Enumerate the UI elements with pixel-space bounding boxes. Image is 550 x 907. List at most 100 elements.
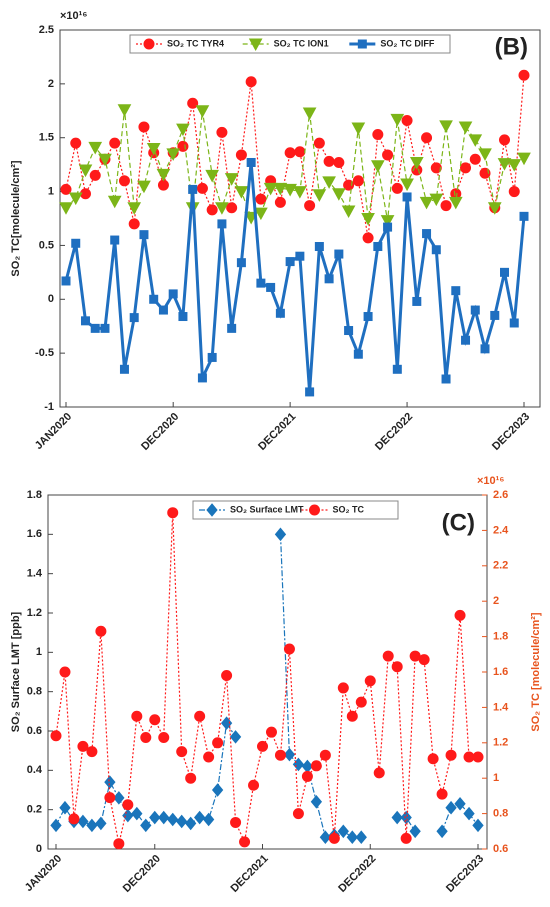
data-point — [167, 507, 179, 519]
data-point — [490, 310, 500, 320]
data-point — [59, 202, 73, 215]
data-point — [274, 527, 287, 542]
data-point — [310, 795, 323, 809]
data-point — [427, 753, 439, 765]
data-point — [98, 153, 112, 167]
legend-box — [129, 34, 451, 54]
data-point — [400, 810, 412, 825]
data-point — [131, 806, 143, 821]
data-point — [138, 121, 150, 133]
y-tick-label: 1.4 — [27, 568, 43, 580]
data-point — [195, 105, 210, 118]
data-point — [285, 257, 295, 267]
data-point — [284, 147, 296, 159]
data-point — [454, 796, 466, 811]
data-point — [113, 838, 125, 850]
data-point — [129, 313, 139, 323]
x-tick-label: DEC2023 — [490, 411, 532, 453]
y2-tick-label: 2 — [493, 595, 499, 607]
data-point — [235, 149, 247, 161]
data-point — [128, 218, 140, 230]
data-point — [283, 747, 296, 762]
data-point — [517, 152, 531, 166]
data-point — [68, 813, 80, 825]
y-tick-label: 0 — [48, 293, 54, 305]
data-point — [246, 157, 256, 167]
data-point — [412, 296, 422, 306]
data-point — [230, 816, 242, 828]
data-point — [391, 182, 403, 194]
data-point — [212, 737, 224, 749]
data-point — [440, 200, 452, 212]
data-point — [383, 222, 393, 232]
data-point — [168, 289, 178, 299]
data-point — [156, 168, 171, 182]
data-point — [274, 749, 286, 761]
data-point — [409, 156, 424, 170]
data-point — [131, 710, 143, 722]
data-point — [119, 364, 129, 374]
y-axis-label: SO₂ Surface LMT [ppb] — [10, 611, 22, 732]
data-point — [305, 387, 315, 397]
data-point — [409, 824, 421, 839]
y2-multiplier: ×10¹⁶ — [477, 475, 504, 487]
data-point — [227, 323, 237, 333]
data-point — [117, 104, 132, 117]
data-point — [400, 832, 412, 844]
data-point — [122, 808, 134, 823]
data-point — [334, 249, 344, 259]
data-point — [266, 282, 276, 292]
data-point — [157, 179, 169, 191]
data-point — [353, 349, 363, 359]
data-point — [439, 120, 453, 133]
data-point — [256, 278, 266, 288]
data-point — [203, 751, 215, 763]
legend-label: SO₂ Surface LMT — [230, 504, 304, 514]
data-point — [352, 175, 364, 187]
data-point — [245, 76, 257, 88]
data-point — [88, 141, 103, 155]
data-point — [205, 169, 220, 183]
data-point — [118, 175, 130, 187]
data-point — [361, 213, 375, 226]
data-point — [436, 788, 448, 800]
y-tick-label: 1.6 — [27, 528, 42, 540]
data-point — [59, 800, 71, 815]
data-point — [500, 267, 510, 277]
data-point — [176, 814, 188, 829]
data-point — [113, 791, 125, 805]
y-tick-label: 0.8 — [27, 686, 42, 698]
data-point — [50, 730, 62, 742]
data-point — [322, 176, 336, 189]
data-point — [224, 173, 239, 186]
data-point — [292, 808, 304, 820]
legend-marker — [206, 503, 218, 517]
data-point — [149, 714, 161, 726]
data-point — [177, 140, 189, 152]
data-point — [380, 215, 395, 228]
legend-marker — [143, 38, 155, 50]
panel-label: (B) — [495, 33, 528, 60]
data-point — [402, 192, 412, 202]
data-point — [346, 830, 358, 844]
data-point — [372, 128, 384, 140]
data-point — [60, 183, 72, 195]
data-point — [257, 740, 269, 752]
data-point — [351, 122, 366, 136]
y-tick-label: 1.8 — [27, 489, 42, 501]
data-point — [373, 767, 385, 779]
data-point — [68, 192, 83, 206]
data-point — [344, 326, 354, 336]
legend-marker — [248, 38, 263, 52]
y-tick-label: 0.6 — [27, 725, 42, 737]
data-point — [332, 188, 346, 201]
data-point — [362, 232, 374, 244]
x-tick-label: DEC2021 — [256, 411, 298, 453]
data-point — [422, 229, 432, 239]
x-tick-label: DEC2020 — [139, 411, 181, 453]
data-point — [158, 731, 170, 743]
data-point — [236, 258, 246, 268]
data-point — [146, 142, 161, 156]
data-point — [275, 308, 285, 318]
